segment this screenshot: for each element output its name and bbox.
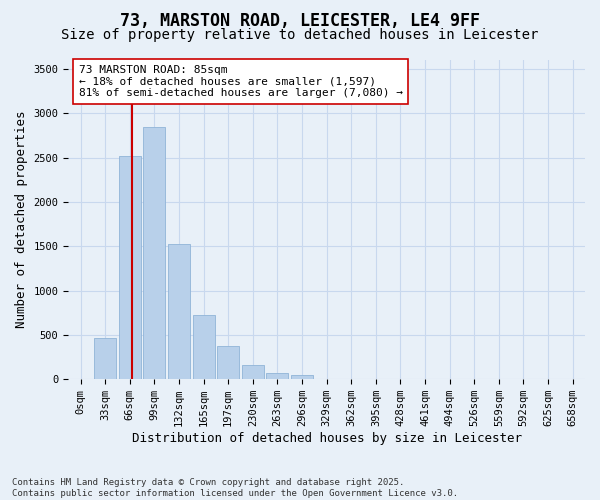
Bar (193, 316, 215, 379)
Text: Size of property relative to detached houses in Leicester: Size of property relative to detached ho… (61, 28, 539, 42)
X-axis label: Distribution of detached houses by size in Leicester: Distribution of detached houses by size … (131, 432, 521, 445)
Bar (94, 338, 116, 379)
Y-axis label: Number of detached properties: Number of detached properties (15, 111, 28, 328)
Bar (266, 372, 289, 379)
Bar (217, 346, 239, 379)
Bar (291, 375, 313, 379)
Text: 73, MARSTON ROAD, LEICESTER, LE4 9FF: 73, MARSTON ROAD, LEICESTER, LE4 9FF (120, 12, 480, 30)
Bar (168, 244, 190, 379)
Text: 73 MARSTON ROAD: 85sqm
← 18% of detached houses are smaller (1,597)
81% of semi-: 73 MARSTON ROAD: 85sqm ← 18% of detached… (79, 65, 403, 98)
Text: Contains HM Land Registry data © Crown copyright and database right 2025.
Contai: Contains HM Land Registry data © Crown c… (12, 478, 458, 498)
Bar (242, 366, 264, 379)
Bar (119, 156, 141, 379)
Bar (143, 128, 166, 379)
